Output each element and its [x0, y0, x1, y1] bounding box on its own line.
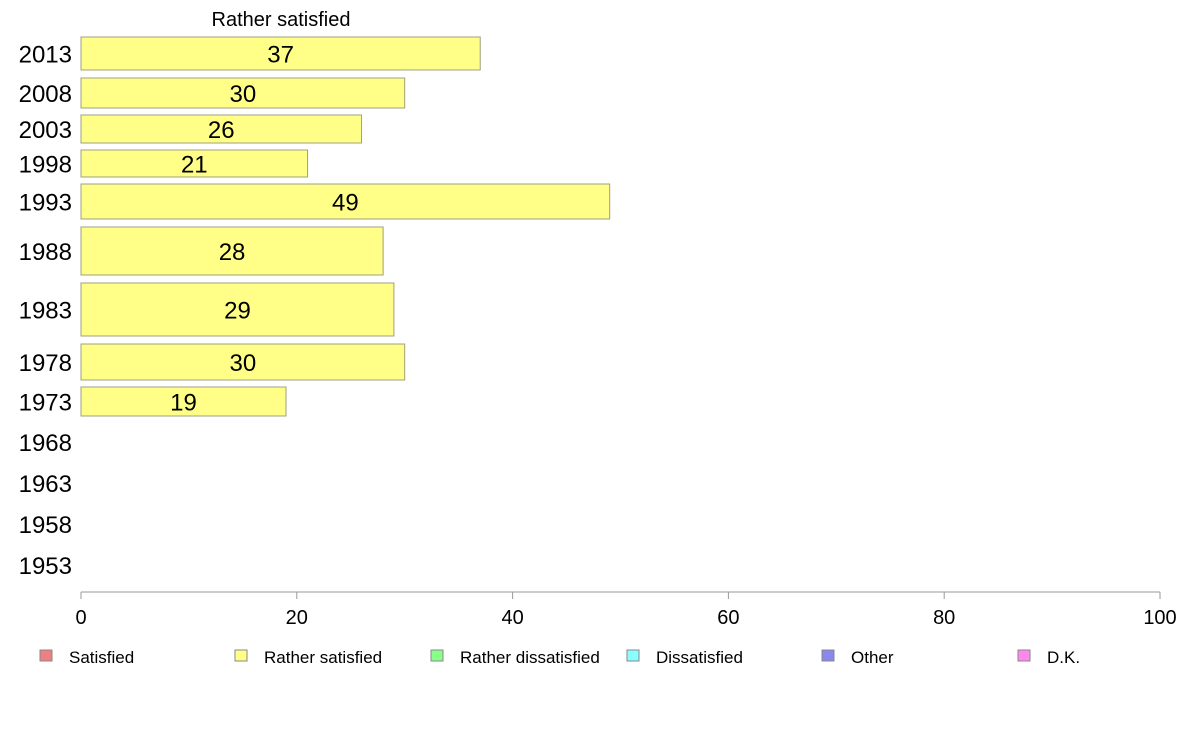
category-label: 1978	[19, 350, 72, 377]
bar-value-label: 26	[208, 117, 235, 144]
legend-label: Satisfied	[69, 648, 134, 667]
x-tick-label: 60	[717, 607, 739, 629]
bar-value-label: 19	[170, 390, 197, 417]
category-label: 1953	[19, 553, 72, 580]
category-label: 2008	[19, 81, 72, 108]
bar-value-label: 21	[181, 152, 208, 179]
bar-value-label: 29	[224, 298, 251, 325]
bar	[80, 183, 611, 220]
category-label: 1968	[19, 430, 72, 457]
category-label: 2003	[19, 117, 72, 144]
category-label: 1973	[19, 390, 72, 417]
category-label: 1958	[19, 512, 72, 539]
category-label: 2013	[19, 42, 72, 69]
legend-label: Dissatisfied	[656, 648, 743, 667]
legend-swatch	[821, 649, 835, 662]
bar	[80, 226, 384, 276]
bar-value-label: 30	[229, 350, 256, 377]
bar-value-label: 37	[267, 42, 294, 69]
category-label: 1963	[19, 471, 72, 498]
x-tick-label: 80	[933, 607, 955, 629]
legend-swatch	[430, 649, 444, 662]
category-label: 1983	[19, 298, 72, 325]
bars	[80, 36, 611, 417]
legend-swatch	[626, 649, 640, 662]
x-axis: 0 20 40 60 80 100	[75, 591, 1177, 629]
legend-label: Rather satisfied	[264, 648, 382, 667]
bar	[80, 282, 395, 337]
x-tick-label: 100	[1143, 607, 1176, 629]
bar	[80, 149, 309, 178]
legend-label: Rather dissatisfied	[460, 648, 600, 667]
legend-swatch	[234, 649, 248, 662]
bar	[80, 386, 287, 417]
category-labels: 2013 2008 2003 1998 1993 1988 1983 1978 1973 1968…	[19, 42, 72, 581]
bar-value-label: 30	[229, 81, 256, 108]
chart-title: Rather satisfied	[212, 9, 351, 31]
bar	[80, 77, 406, 109]
category-label: 1993	[19, 190, 72, 217]
bar-value-label: 49	[332, 190, 359, 217]
legend-label: Other	[851, 648, 894, 667]
legend-swatch	[39, 649, 53, 662]
category-label: 1988	[19, 239, 72, 266]
x-tick-label: 0	[75, 607, 86, 629]
legend-label: D.K.	[1047, 648, 1080, 667]
bar	[80, 114, 363, 144]
bar	[80, 343, 406, 381]
legend: Satisfied Rather satisfied Rather dissatis…	[39, 648, 1080, 667]
x-tick-label: 20	[286, 607, 308, 629]
bar	[80, 36, 481, 71]
bar-value-label: 28	[219, 239, 246, 266]
legend-swatch	[1017, 649, 1031, 662]
category-label: 1998	[19, 152, 72, 179]
x-tick-label: 40	[501, 607, 523, 629]
